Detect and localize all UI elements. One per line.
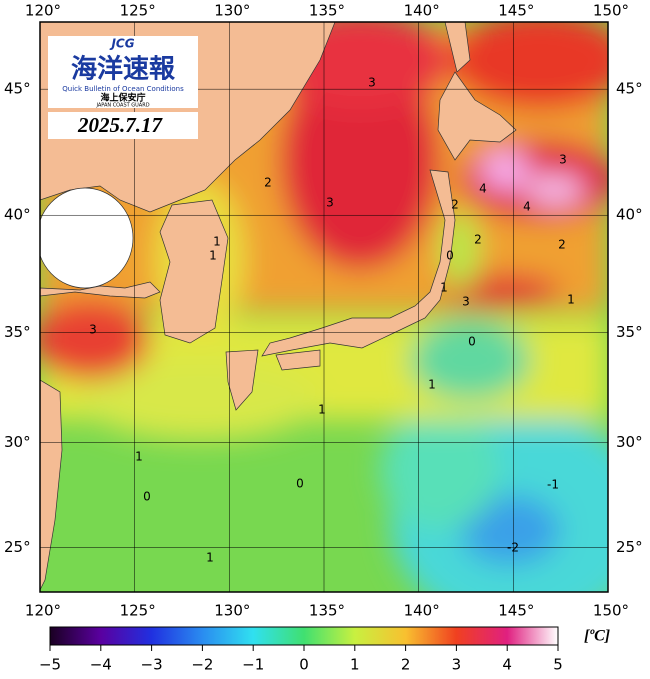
contour-label: 1 — [213, 235, 221, 249]
colorbar-tick-label: −3 — [141, 656, 163, 674]
contour-label: 1 — [206, 551, 214, 565]
x-tick-label: 145° — [498, 602, 534, 620]
x-tick-label: 135° — [309, 602, 345, 620]
colorbar-tick-label: 5 — [553, 656, 563, 674]
x-tick-label: 150° — [593, 2, 629, 20]
x-tick-label: 120° — [25, 2, 61, 20]
logo-abbr: JCG — [109, 37, 134, 51]
colorbar-tick-label: 3 — [452, 656, 462, 674]
y-tick-label: 45° — [616, 80, 643, 98]
logo-subtitle: Quick Bulletin of Ocean Conditions — [62, 85, 184, 93]
colorbar-tick-label: 0 — [299, 656, 309, 674]
contour-label: 3 — [462, 295, 470, 309]
y-tick-label: 25° — [4, 538, 31, 556]
y-tick-label: 25° — [616, 538, 643, 556]
contour-label: 3 — [326, 196, 334, 210]
contour-label: 0 — [446, 249, 454, 263]
contour-label: 3 — [89, 323, 97, 337]
colorbar-tick-label: −1 — [242, 656, 264, 674]
contour-label: 1 — [440, 281, 448, 295]
logo: JCG 海洋速報 Quick Bulletin of Ocean Conditi… — [48, 36, 198, 139]
contour-label: 2 — [451, 198, 459, 212]
x-tick-label: 120° — [25, 602, 61, 620]
contour-label: 3 — [368, 76, 376, 90]
contour-label: -2 — [507, 541, 519, 555]
y-tick-label: 40° — [4, 206, 31, 224]
date: 2025.7.17 — [77, 113, 164, 137]
y-tick-label: 40° — [616, 206, 643, 224]
logo-box — [48, 36, 198, 108]
map-frame — [39, 21, 609, 593]
contour-label: 1 — [318, 403, 326, 417]
x-tick-label: 140° — [404, 602, 440, 620]
x-tick-label: 125° — [120, 602, 156, 620]
y-tick-label: 45° — [4, 80, 31, 98]
contour-label: 4 — [479, 182, 487, 196]
contour-label: 1 — [209, 249, 217, 263]
y-tick-label: 30° — [616, 433, 643, 451]
logo-title: 海洋速報 — [71, 54, 176, 85]
contour-label: 3 — [559, 153, 567, 167]
contour-label: 1 — [135, 450, 143, 464]
contour-label: 1 — [567, 293, 575, 307]
contour-label: 1 — [428, 378, 436, 392]
x-tick-label: 140° — [404, 2, 440, 20]
date-box — [48, 112, 198, 139]
x-tick-label: 130° — [214, 602, 250, 620]
contour-label: 0 — [296, 477, 304, 491]
x-tick-label: 135° — [309, 2, 345, 20]
logo-agency-en: JAPAN COAST GUARD — [95, 103, 149, 109]
contour-label: 4 — [523, 200, 531, 214]
contour-label: -1 — [547, 478, 559, 492]
logo-agency: 海上保安庁 — [100, 92, 145, 104]
colorbar-tick-label: −5 — [39, 656, 61, 674]
contour-label: 0 — [468, 335, 476, 349]
y-tick-label: 35° — [616, 323, 643, 341]
x-tick-label: 145° — [498, 2, 534, 20]
y-tick-label: 30° — [4, 433, 31, 451]
colorbar-tick-label: −4 — [90, 656, 112, 674]
x-tick-label: 125° — [120, 2, 156, 20]
x-tick-label: 150° — [593, 602, 629, 620]
colorbar-tick-label: 4 — [502, 656, 512, 674]
contour-label: 2 — [474, 233, 482, 247]
colorbar-tick-label: 1 — [350, 656, 360, 674]
colorbar-unit: [ºC] — [584, 628, 610, 645]
y-tick-label: 35° — [4, 323, 31, 341]
contour-label: 0 — [143, 490, 151, 504]
colorbar — [49, 626, 559, 646]
contour-label: 2 — [558, 238, 566, 252]
colorbar-tick-label: −2 — [191, 656, 213, 674]
contour-label: 2 — [264, 176, 272, 190]
colorbar-tick-label: 2 — [401, 656, 411, 674]
x-tick-label: 130° — [214, 2, 250, 20]
